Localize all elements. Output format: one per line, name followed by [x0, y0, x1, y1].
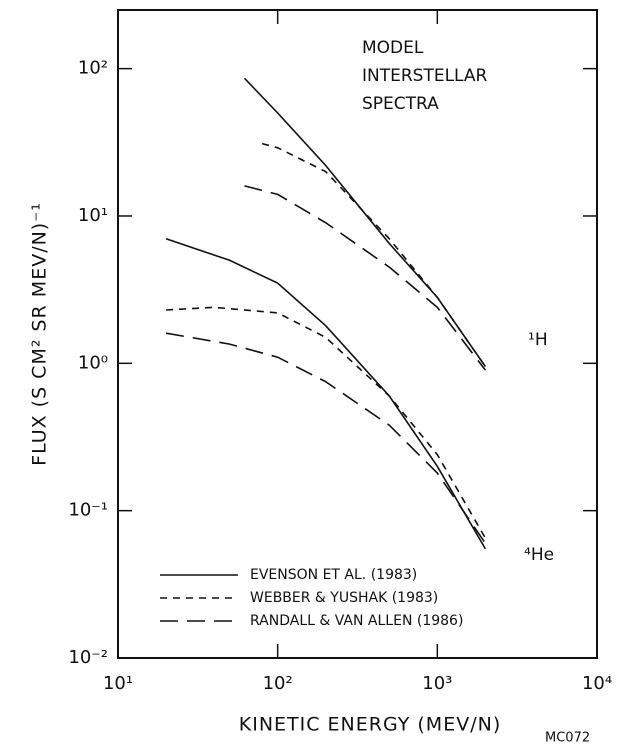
plot-frame: [117, 9, 598, 659]
y-tick-label: 10²: [78, 58, 108, 79]
x-tick-label: 10²: [263, 673, 293, 694]
y-tick-label: 10⁰: [78, 352, 108, 373]
x-axis-label: KINETIC ENERGY (MEV/N): [239, 714, 501, 736]
x-tick-label: 10¹: [103, 673, 133, 694]
line: [165, 238, 487, 550]
annotation: MC072: [545, 731, 590, 746]
legend-label: WEBBER & YUSHAK (1983): [250, 590, 438, 606]
y-tick-label: 10⁻¹: [68, 500, 108, 521]
y-tick-label: 10⁻²: [68, 647, 108, 668]
legend-label: EVENSON ET AL. (1983): [250, 567, 417, 583]
y-tick-label: 10¹: [78, 205, 108, 226]
y-axis-label: FLUX (S CM² SR MEV/N)⁻¹: [29, 202, 51, 466]
line: [261, 142, 487, 368]
x-tick-label: 10⁴: [582, 673, 612, 694]
line: [244, 185, 487, 371]
line: [165, 332, 487, 544]
annotation: MODEL: [362, 38, 424, 58]
legend-label: RANDALL & VAN ALLEN (1986): [250, 613, 463, 629]
annotation: ¹H: [528, 330, 548, 350]
x-tick-label: 10³: [422, 673, 452, 694]
line: [166, 306, 487, 539]
annotation: INTERSTELLAR: [362, 66, 488, 86]
annotation: ⁴He: [524, 545, 554, 565]
annotation: SPECTRA: [362, 94, 439, 114]
